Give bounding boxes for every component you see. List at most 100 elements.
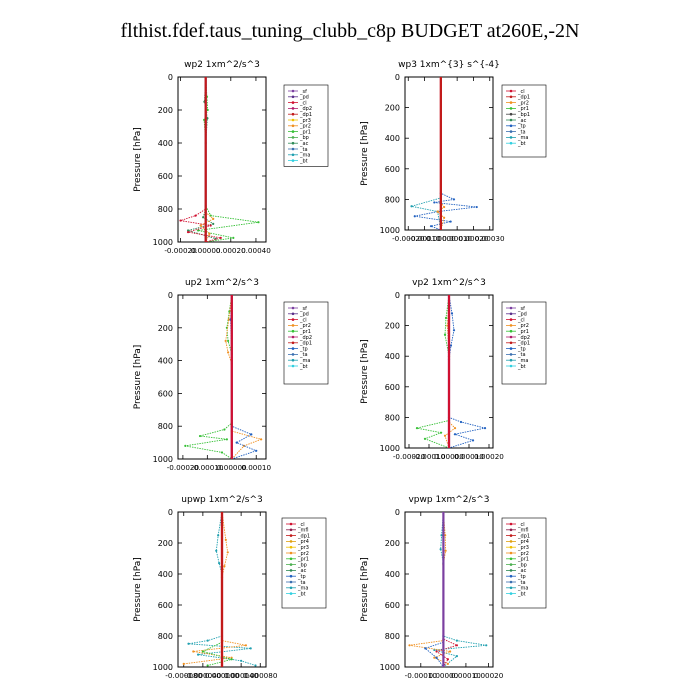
data-point: [184, 444, 187, 447]
legend-label: _tp: [517, 124, 526, 130]
legend-marker: [291, 95, 295, 99]
legend-marker: [291, 101, 295, 104]
data-point: [230, 656, 233, 659]
legend-marker: [291, 130, 295, 133]
data-point: [450, 312, 454, 315]
data-point: [485, 644, 488, 647]
x-tick-label: -0.00010: [408, 234, 441, 243]
y-tick-label: 200: [158, 106, 173, 115]
legend-marker: [509, 347, 513, 350]
x-tick-label: -0.00020: [393, 452, 426, 461]
y-tick-label: 600: [385, 165, 400, 174]
legend-marker: [509, 306, 513, 310]
legend-label: _pr2: [517, 323, 529, 329]
series-group: [182, 512, 257, 667]
legend: _sf_pd_cl_dp2_dp1_pr3_pr2_pr1_bp_ac_ta_m…: [283, 84, 329, 167]
legend-marker: [291, 341, 295, 345]
chart-panel-1: wp2 1xm^2/s^3 Pressure [hPa] 0 200 400 600 800…: [133, 60, 329, 255]
legend-label: _bp: [299, 135, 309, 141]
y-tick-label: 200: [158, 539, 173, 548]
legend-marker: [509, 528, 513, 532]
y-tick-label: 0: [168, 508, 173, 517]
x-tick-label: 0.00040: [241, 246, 271, 255]
y-axis-label: Pressure [hPa]: [133, 127, 143, 192]
data-point: [429, 225, 433, 228]
legend-label: _dp1: [517, 341, 530, 347]
x-tick-label: 0.000040: [224, 671, 259, 680]
y-tick-label: 0: [168, 73, 173, 82]
y-tick-label: 400: [385, 570, 400, 579]
data-point: [447, 295, 451, 297]
legend-marker: [509, 112, 513, 116]
legend-marker: [291, 312, 295, 316]
legend-marker: [291, 136, 295, 139]
legend-marker: [291, 89, 295, 93]
legend-marker: [289, 586, 293, 590]
data-point: [186, 229, 190, 232]
y-tick-label: 800: [158, 205, 173, 214]
data-point: [224, 538, 227, 542]
legend-label: _bt: [517, 591, 526, 597]
data-point: [220, 451, 224, 454]
data-point: [452, 329, 456, 332]
data-point: [449, 650, 452, 653]
legend-marker: [509, 335, 513, 339]
legend-marker: [289, 580, 293, 584]
data-point: [483, 427, 487, 430]
legend-marker: [289, 557, 293, 561]
y-tick-label: 800: [385, 195, 400, 204]
series-line-ma: [434, 512, 487, 667]
plot-frame: [177, 294, 267, 460]
data-point: [255, 449, 258, 452]
legend-label: _mfl: [297, 528, 309, 534]
y-tick-label: 0: [395, 73, 400, 82]
data-point: [224, 339, 227, 343]
chart-panel-5: upwp 1xm^2/s^3 Pressure [hPa] 0 200 400 600 80…: [133, 495, 327, 680]
legend-marker: [509, 569, 513, 572]
legend-label: _pr2: [517, 551, 529, 557]
legend-label: _ac: [299, 141, 309, 147]
y-tick-label: 800: [158, 422, 173, 431]
x-tick-label: 0.00020: [474, 452, 504, 461]
data-point: [423, 437, 427, 440]
data-point: [257, 221, 260, 224]
y-tick-label: 600: [158, 172, 173, 181]
data-point: [254, 664, 257, 667]
legend-marker: [291, 107, 295, 110]
legend-marker: [289, 534, 293, 537]
data-point: [413, 215, 416, 218]
legend-marker: [289, 540, 293, 543]
data-point: [230, 295, 233, 297]
y-axis-label: Pressure [hPa]: [360, 557, 370, 622]
legend-label: _pr3: [517, 545, 529, 551]
x-tick-label: 0.000080: [243, 671, 278, 680]
data-point: [227, 318, 230, 321]
data-point: [244, 644, 248, 647]
y-tick-label: 800: [385, 632, 400, 641]
data-point: [408, 644, 411, 647]
chart-title: vpwp 1xm^2/s^3: [408, 495, 489, 505]
x-tick-label: -0.00020: [167, 463, 200, 472]
data-point: [227, 351, 230, 354]
y-tick-label: 400: [158, 139, 173, 148]
data-point: [182, 662, 185, 666]
y-tick-label: 600: [158, 601, 173, 610]
data-point: [206, 108, 209, 112]
chart-title: wp2 1xm^2/s^3: [184, 60, 260, 70]
chart-title: upwp 1xm^2/s^3: [181, 495, 262, 505]
legend-marker: [289, 563, 293, 566]
data-point: [223, 428, 226, 431]
data-point: [194, 214, 197, 217]
legend-marker: [509, 101, 513, 104]
legend-marker: [509, 107, 513, 110]
data-point: [208, 232, 211, 235]
legend-label: _pd: [299, 312, 309, 318]
legend-label: _pr3: [299, 118, 311, 124]
legend-label: _ta: [299, 147, 308, 153]
legend-label: _dp2: [299, 106, 312, 112]
legend: _sf_pd_cl_pr2_pr1_dp2_dp1_tp_ta_ma_bt: [283, 301, 329, 385]
y-tick-label: 400: [385, 134, 400, 143]
legend-label: _bt: [299, 158, 308, 164]
legend-label: _bp: [297, 562, 307, 568]
legend-label: _ma: [299, 358, 310, 364]
